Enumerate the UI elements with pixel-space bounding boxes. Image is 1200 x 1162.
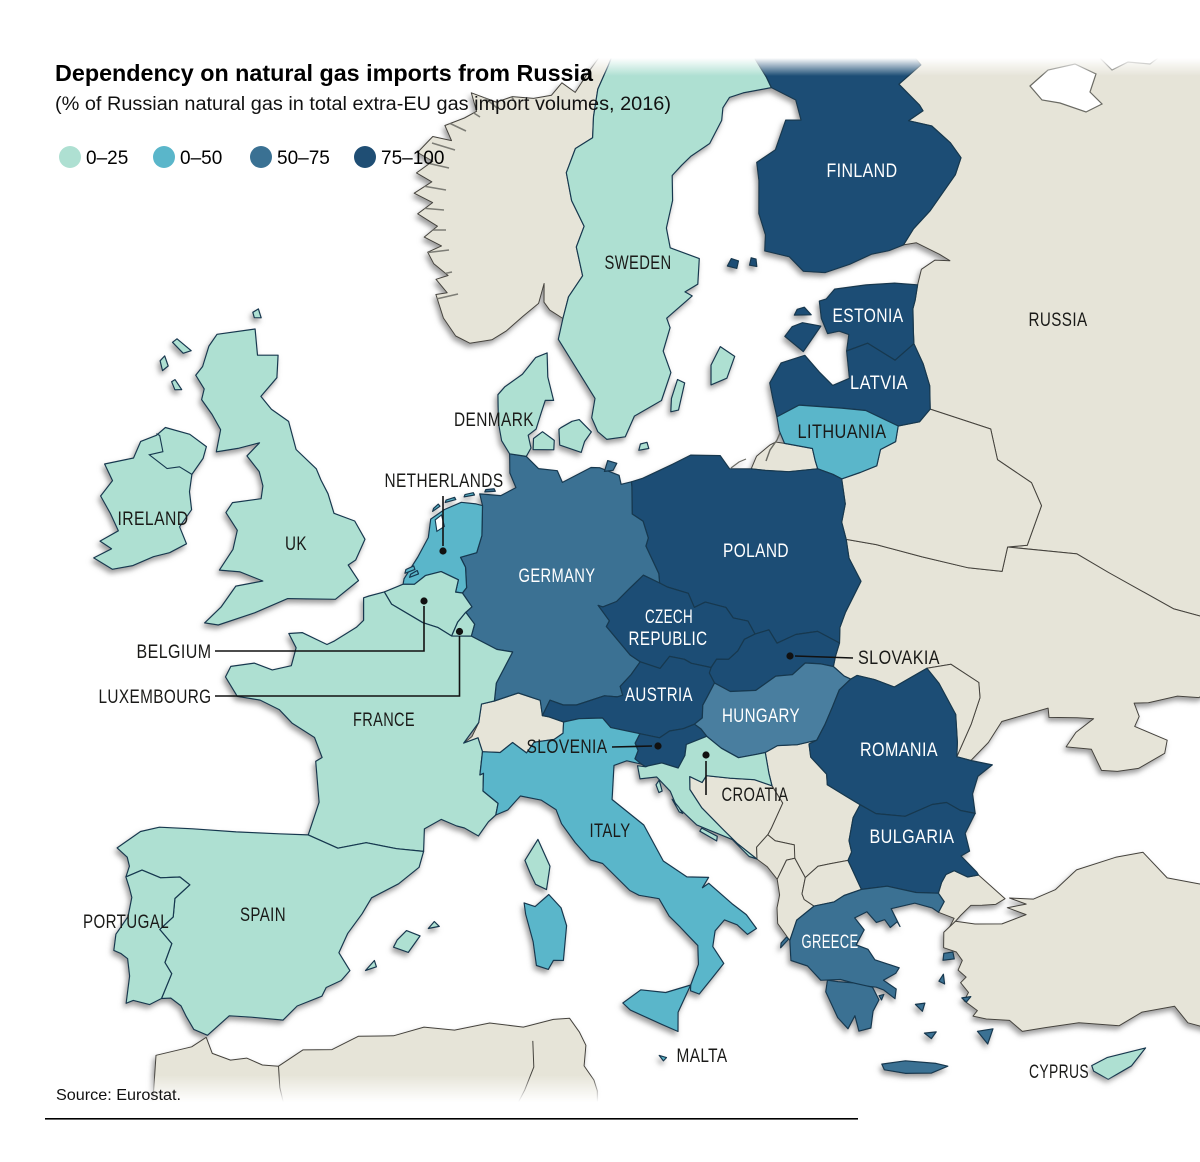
- svg-text:0–25: 0–25: [86, 148, 128, 169]
- svg-text:MALTA: MALTA: [677, 1046, 728, 1067]
- svg-text:NETHERLANDS: NETHERLANDS: [385, 471, 504, 492]
- svg-text:FINLAND: FINLAND: [827, 161, 898, 182]
- svg-text:AUSTRIA: AUSTRIA: [625, 685, 693, 706]
- svg-text:SLOVAKIA: SLOVAKIA: [858, 648, 940, 669]
- svg-text:(% of Russian natural gas in t: (% of Russian natural gas in total extra…: [55, 94, 671, 115]
- svg-text:CYPRUS: CYPRUS: [1029, 1062, 1089, 1083]
- svg-text:FRANCE: FRANCE: [353, 710, 415, 731]
- svg-text:UK: UK: [285, 534, 307, 555]
- svg-text:BULGARIA: BULGARIA: [870, 827, 955, 848]
- svg-text:GREECE: GREECE: [802, 932, 859, 953]
- svg-text:REPUBLIC: REPUBLIC: [629, 629, 708, 650]
- svg-text:POLAND: POLAND: [723, 541, 789, 562]
- svg-text:SWEDEN: SWEDEN: [605, 253, 672, 274]
- svg-text:GERMANY: GERMANY: [519, 566, 596, 587]
- svg-text:75–100: 75–100: [381, 148, 444, 169]
- svg-text:SLOVENIA: SLOVENIA: [527, 737, 608, 758]
- svg-text:LUXEMBOURG: LUXEMBOURG: [99, 687, 212, 708]
- svg-text:LATVIA: LATVIA: [850, 373, 908, 394]
- svg-text:DENMARK: DENMARK: [454, 410, 534, 431]
- svg-text:RUSSIA: RUSSIA: [1029, 310, 1088, 331]
- svg-text:50–75: 50–75: [277, 148, 330, 169]
- svg-text:HUNGARY: HUNGARY: [722, 706, 800, 727]
- svg-text:0–50: 0–50: [180, 148, 222, 169]
- svg-text:Source: Eurostat.: Source: Eurostat.: [56, 1087, 181, 1104]
- svg-text:Dependency on natural gas impo: Dependency on natural gas imports from R…: [55, 60, 593, 86]
- svg-text:CZECH: CZECH: [645, 607, 693, 628]
- svg-text:PORTUGAL: PORTUGAL: [83, 912, 169, 933]
- svg-text:ESTONIA: ESTONIA: [833, 306, 904, 327]
- svg-text:IRELAND: IRELAND: [118, 509, 189, 530]
- svg-text:SPAIN: SPAIN: [240, 905, 286, 926]
- svg-text:ITALY: ITALY: [590, 821, 631, 842]
- svg-text:CROATIA: CROATIA: [722, 785, 789, 806]
- svg-text:ROMANIA: ROMANIA: [860, 740, 938, 761]
- svg-text:BELGIUM: BELGIUM: [137, 642, 212, 663]
- svg-text:LITHUANIA: LITHUANIA: [798, 422, 887, 443]
